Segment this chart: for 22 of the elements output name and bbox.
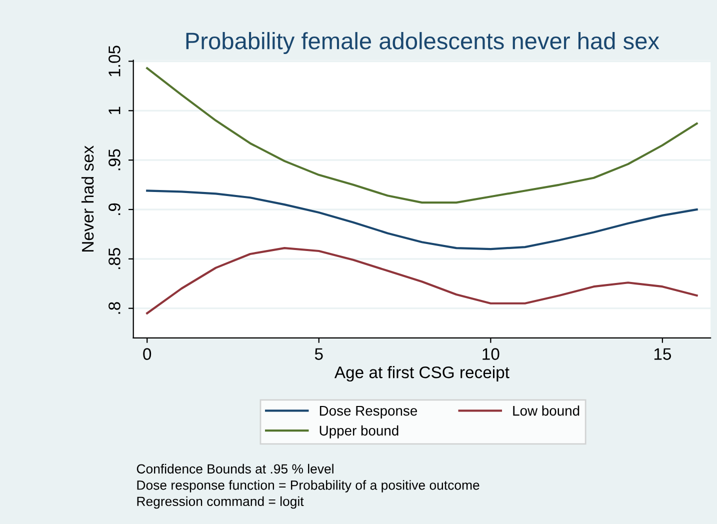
y-tick-label: .8: [108, 302, 120, 314]
y-tick-label: .85: [108, 248, 120, 269]
y-tick-label: 1.05: [108, 46, 120, 76]
line-series: [146, 190, 698, 250]
chart-title: Probability female adolescents never had sex: [186, 32, 660, 54]
text: Regression command = logit: [137, 496, 304, 509]
line-series: [146, 67, 698, 204]
text: Dose response function = Probability of a positive outcome: [137, 480, 480, 492]
legend-label: Low bound: [513, 406, 580, 416]
x-tick-label: 15: [654, 348, 672, 360]
x-tick-label: 10: [482, 348, 500, 360]
y-tick-label: .95: [108, 149, 120, 170]
line-series: [146, 246, 698, 314]
x-axis-title: Age at first CSG receipt: [334, 366, 510, 382]
y-axis-title: Never had sex: [81, 146, 94, 252]
x-tick-label: 5: [314, 348, 323, 360]
y-tick-label: 1: [108, 106, 120, 114]
x-tick-label: 0: [143, 348, 152, 360]
legend-label: Dose Response: [320, 406, 418, 418]
legend-label: Upper bound: [320, 425, 398, 438]
y-tick-label: .9: [108, 203, 120, 215]
text: Confidence Bounds at .95 % level: [136, 464, 334, 474]
